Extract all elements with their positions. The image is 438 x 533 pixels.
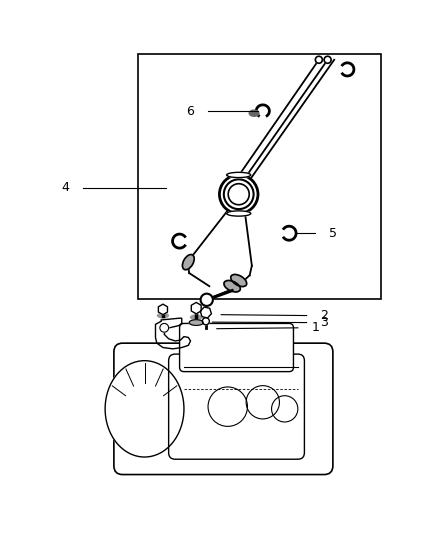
Ellipse shape — [191, 315, 202, 319]
Text: 3: 3 — [320, 316, 328, 329]
FancyBboxPatch shape — [169, 354, 304, 459]
Text: 4: 4 — [62, 181, 70, 194]
Ellipse shape — [183, 255, 194, 270]
Text: 6: 6 — [187, 104, 194, 117]
Ellipse shape — [224, 280, 240, 292]
Bar — [138, 54, 381, 300]
Text: 2: 2 — [320, 309, 328, 322]
Circle shape — [160, 324, 169, 332]
Ellipse shape — [158, 313, 168, 318]
Ellipse shape — [227, 172, 251, 177]
Circle shape — [201, 294, 213, 306]
Ellipse shape — [227, 211, 251, 216]
Circle shape — [208, 387, 247, 426]
Ellipse shape — [105, 361, 184, 457]
FancyBboxPatch shape — [114, 343, 333, 474]
Circle shape — [315, 56, 322, 63]
Text: 5: 5 — [329, 227, 337, 240]
Text: 1: 1 — [311, 321, 319, 334]
Circle shape — [202, 318, 209, 325]
Circle shape — [219, 175, 258, 214]
Ellipse shape — [249, 110, 259, 116]
Circle shape — [324, 56, 331, 63]
Circle shape — [272, 395, 298, 422]
FancyBboxPatch shape — [180, 324, 293, 372]
Circle shape — [246, 386, 279, 419]
Ellipse shape — [189, 320, 203, 326]
Ellipse shape — [231, 274, 247, 287]
